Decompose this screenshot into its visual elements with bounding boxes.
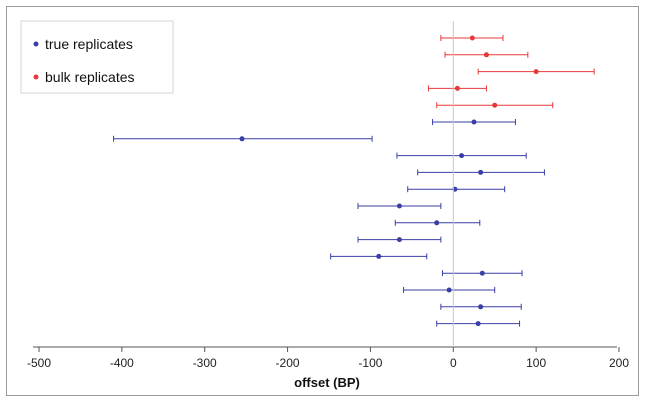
true-replicates-row bbox=[396, 152, 527, 159]
x-axis-title: offset (BP) bbox=[294, 375, 360, 390]
data-point bbox=[396, 203, 402, 209]
x-tick-label: -500 bbox=[27, 356, 51, 370]
x-tick-label: 100 bbox=[526, 356, 546, 370]
legend: true replicates bulk replicates bbox=[20, 20, 174, 94]
true-replicates-row bbox=[357, 236, 442, 243]
bulk-replicates-row bbox=[444, 51, 529, 58]
data-point bbox=[376, 253, 382, 259]
data-point bbox=[454, 85, 460, 91]
x-axis-ticks: -500 -400 -300 -200 -100 0 100 200 bbox=[27, 347, 629, 370]
data-point bbox=[492, 102, 498, 108]
data-point bbox=[479, 270, 485, 276]
offset-errorbar-chart: -500 -400 -300 -200 -100 0 100 200 offset (BP) … bbox=[20, 20, 629, 390]
data-point bbox=[396, 237, 402, 243]
data-point bbox=[459, 153, 465, 159]
x-tick-label: -400 bbox=[110, 356, 134, 370]
legend-box bbox=[20, 20, 174, 94]
true-replicates-row bbox=[394, 219, 481, 226]
data-point bbox=[478, 169, 484, 175]
true-replicates-row bbox=[432, 119, 516, 125]
data-point bbox=[469, 35, 475, 41]
true-replicates-row bbox=[113, 135, 373, 142]
data-point bbox=[483, 52, 489, 58]
legend-label-bulk-replicates: bulk replicates bbox=[45, 69, 135, 85]
chart-frame: -500 -400 -300 -200 -100 0 100 200 offset (BP) … bbox=[6, 6, 639, 396]
x-tick-label: 0 bbox=[450, 356, 457, 370]
x-tick-label: -200 bbox=[276, 356, 300, 370]
true-replicates-row bbox=[442, 270, 523, 277]
true-replicates-row bbox=[436, 320, 521, 327]
true-replicates-row bbox=[407, 186, 506, 193]
data-point bbox=[434, 220, 440, 226]
legend-marker-true-replicates bbox=[33, 41, 39, 47]
bulk-replicates-row bbox=[427, 85, 487, 92]
legend-marker-bulk-replicates bbox=[33, 74, 39, 80]
legend-label-true-replicates: true replicates bbox=[45, 36, 133, 52]
data-point bbox=[239, 136, 245, 142]
true-replicates-row bbox=[417, 169, 545, 176]
rows-layer bbox=[113, 35, 595, 327]
true-replicates-row bbox=[403, 287, 496, 293]
bulk-replicates-row bbox=[440, 35, 504, 41]
data-point bbox=[533, 69, 539, 75]
true-replicates-row bbox=[330, 253, 428, 260]
bulk-replicates-row bbox=[436, 102, 554, 109]
data-point bbox=[475, 321, 481, 327]
x-tick-label: -100 bbox=[358, 356, 382, 370]
data-point bbox=[478, 304, 484, 310]
bulk-replicates-row bbox=[477, 68, 595, 75]
x-tick-label: -300 bbox=[193, 356, 217, 370]
data-point bbox=[471, 119, 477, 125]
data-point bbox=[446, 287, 452, 293]
true-replicates-row bbox=[357, 203, 442, 209]
x-tick-label: 200 bbox=[609, 356, 629, 370]
true-replicates-row bbox=[440, 303, 522, 310]
